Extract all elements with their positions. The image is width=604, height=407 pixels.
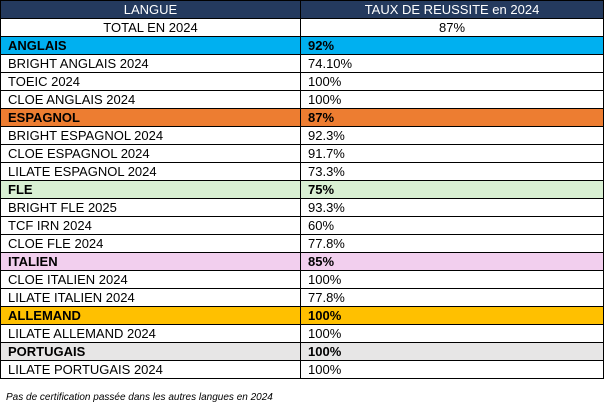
certification-value: 100% xyxy=(300,270,604,289)
certification-value: 93.3% xyxy=(300,198,604,217)
certification-value: 77.8% xyxy=(300,234,604,253)
certification-value: 60% xyxy=(300,216,604,235)
certification-label: BRIGHT ESPAGNOL 2024 xyxy=(0,126,301,145)
language-rate: 85% xyxy=(300,252,604,271)
certification-value: 73.3% xyxy=(300,162,604,181)
certification-value: 100% xyxy=(300,324,604,343)
language-name: ANGLAIS xyxy=(0,36,301,55)
certification-value: 100% xyxy=(300,72,604,91)
certification-label: TCF IRN 2024 xyxy=(0,216,301,235)
certification-value: 100% xyxy=(300,360,604,379)
language-name: ESPAGNOL xyxy=(0,108,301,127)
certification-row: TOEIC 2024 100% xyxy=(0,72,604,91)
language-name: PORTUGAIS xyxy=(0,342,301,361)
language-group-row: ITALIEN 85% xyxy=(0,252,604,271)
certification-row: LILATE ESPAGNOL 2024 73.3% xyxy=(0,162,604,181)
certification-value: 91.7% xyxy=(300,144,604,163)
footnote: Pas de certification passée dans les aut… xyxy=(6,392,273,403)
certification-label: BRIGHT FLE 2025 xyxy=(0,198,301,217)
language-group-row: ESPAGNOL 87% xyxy=(0,108,604,127)
certification-row: TCF IRN 2024 60% xyxy=(0,216,604,235)
language-group-row: ALLEMAND 100% xyxy=(0,306,604,325)
language-group-row: FLE 75% xyxy=(0,180,604,199)
certification-label: CLOE FLE 2024 xyxy=(0,234,301,253)
total-row: TOTAL EN 2024 87% xyxy=(0,18,604,37)
language-group-row: ANGLAIS 92% xyxy=(0,36,604,55)
certification-label: LILATE PORTUGAIS 2024 xyxy=(0,360,301,379)
certification-row: LILATE ALLEMAND 2024 100% xyxy=(0,324,604,343)
total-label: TOTAL EN 2024 xyxy=(0,18,301,37)
certification-value: 100% xyxy=(300,90,604,109)
certification-row: CLOE ESPAGNOL 2024 91.7% xyxy=(0,144,604,163)
certification-label: CLOE ESPAGNOL 2024 xyxy=(0,144,301,163)
certification-label: BRIGHT ANGLAIS 2024 xyxy=(0,54,301,73)
certification-row: BRIGHT FLE 2025 93.3% xyxy=(0,198,604,217)
language-name: FLE xyxy=(0,180,301,199)
certification-label: LILATE ITALIEN 2024 xyxy=(0,288,301,307)
language-rate: 75% xyxy=(300,180,604,199)
certification-value: 77.8% xyxy=(300,288,604,307)
certification-value: 74.10% xyxy=(300,54,604,73)
language-name: ITALIEN xyxy=(0,252,301,271)
certification-value: 92.3% xyxy=(300,126,604,145)
language-group-row: PORTUGAIS 100% xyxy=(0,342,604,361)
certification-row: BRIGHT ESPAGNOL 2024 92.3% xyxy=(0,126,604,145)
language-rate: 92% xyxy=(300,36,604,55)
results-table: LANGUE TAUX DE REUSSITE en 2024 TOTAL EN… xyxy=(0,0,604,379)
header-success-rate: TAUX DE REUSSITE en 2024 xyxy=(300,0,604,19)
language-rate: 87% xyxy=(300,108,604,127)
language-name: ALLEMAND xyxy=(0,306,301,325)
certification-label: TOEIC 2024 xyxy=(0,72,301,91)
header-row: LANGUE TAUX DE REUSSITE en 2024 xyxy=(0,0,604,19)
certification-label: CLOE ANGLAIS 2024 xyxy=(0,90,301,109)
certification-row: LILATE ITALIEN 2024 77.8% xyxy=(0,288,604,307)
language-rate: 100% xyxy=(300,342,604,361)
certification-label: LILATE ALLEMAND 2024 xyxy=(0,324,301,343)
certification-row: CLOE FLE 2024 77.8% xyxy=(0,234,604,253)
certification-row: BRIGHT ANGLAIS 2024 74.10% xyxy=(0,54,604,73)
certification-label: CLOE ITALIEN 2024 xyxy=(0,270,301,289)
certification-label: LILATE ESPAGNOL 2024 xyxy=(0,162,301,181)
certification-row: LILATE PORTUGAIS 2024 100% xyxy=(0,360,604,379)
certification-row: CLOE ANGLAIS 2024 100% xyxy=(0,90,604,109)
header-language: LANGUE xyxy=(0,0,301,19)
certification-row: CLOE ITALIEN 2024 100% xyxy=(0,270,604,289)
language-rate: 100% xyxy=(300,306,604,325)
total-value: 87% xyxy=(300,18,604,37)
